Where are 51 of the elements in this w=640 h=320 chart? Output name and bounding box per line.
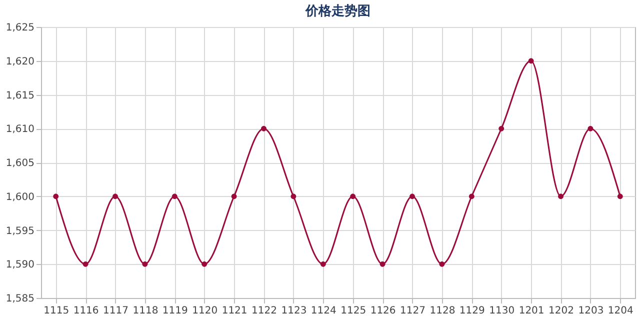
point bbox=[82, 261, 88, 267]
x-tick-label: 1123 bbox=[281, 306, 307, 316]
y-tick-label: 1,610 bbox=[6, 124, 34, 136]
y-tick-label: 1,600 bbox=[6, 192, 34, 203]
line-series bbox=[53, 58, 623, 267]
point bbox=[528, 58, 534, 64]
point bbox=[588, 126, 594, 132]
y-tick-label: 1,605 bbox=[6, 158, 34, 169]
x-tick-label: 1117 bbox=[103, 306, 128, 316]
point bbox=[290, 194, 296, 200]
y-tick-label: 1,625 bbox=[6, 22, 34, 34]
x-tick-label: 1129 bbox=[459, 306, 485, 316]
point bbox=[112, 194, 118, 200]
x-tick-label: 1126 bbox=[370, 306, 396, 316]
y-tick-label: 1,590 bbox=[6, 260, 34, 271]
point bbox=[320, 261, 326, 267]
x-tick-label: 1128 bbox=[430, 306, 456, 316]
x-tick-label: 1127 bbox=[400, 306, 426, 316]
x-tick-label: 1201 bbox=[518, 306, 544, 316]
point bbox=[350, 194, 356, 200]
x-tick-label: 1130 bbox=[489, 306, 515, 316]
point bbox=[439, 261, 445, 267]
point bbox=[142, 261, 148, 267]
point bbox=[498, 126, 504, 132]
x-tick-label: 1120 bbox=[192, 306, 218, 316]
x-tick-label: 1118 bbox=[132, 306, 158, 316]
point bbox=[53, 194, 59, 200]
point bbox=[380, 261, 386, 267]
point bbox=[202, 261, 208, 267]
x-tick-label: 1124 bbox=[310, 306, 336, 316]
x-tick-label: 1202 bbox=[548, 306, 574, 316]
point bbox=[410, 194, 415, 200]
y-tick-label: 1,620 bbox=[6, 56, 34, 68]
chart-title: 价格走势图 bbox=[304, 3, 370, 19]
point bbox=[617, 194, 623, 200]
y-tick-label: 1,615 bbox=[6, 90, 34, 102]
x-tick-label: 1121 bbox=[222, 306, 248, 316]
point bbox=[558, 194, 564, 200]
point bbox=[231, 194, 237, 200]
point bbox=[261, 126, 266, 132]
point bbox=[468, 194, 474, 200]
y-tick-label: 1,585 bbox=[6, 294, 34, 304]
x-tick-label: 1119 bbox=[162, 306, 188, 316]
x-tick-label: 1204 bbox=[608, 306, 634, 316]
x-tick-label: 1115 bbox=[44, 306, 70, 316]
point bbox=[172, 194, 178, 200]
x-tick-label: 1122 bbox=[252, 306, 277, 316]
y-tick-label: 1,595 bbox=[6, 226, 34, 237]
x-tick-label: 1125 bbox=[340, 306, 366, 316]
x-tick-label: 1116 bbox=[73, 306, 99, 316]
x-tick-label: 1203 bbox=[578, 306, 604, 316]
